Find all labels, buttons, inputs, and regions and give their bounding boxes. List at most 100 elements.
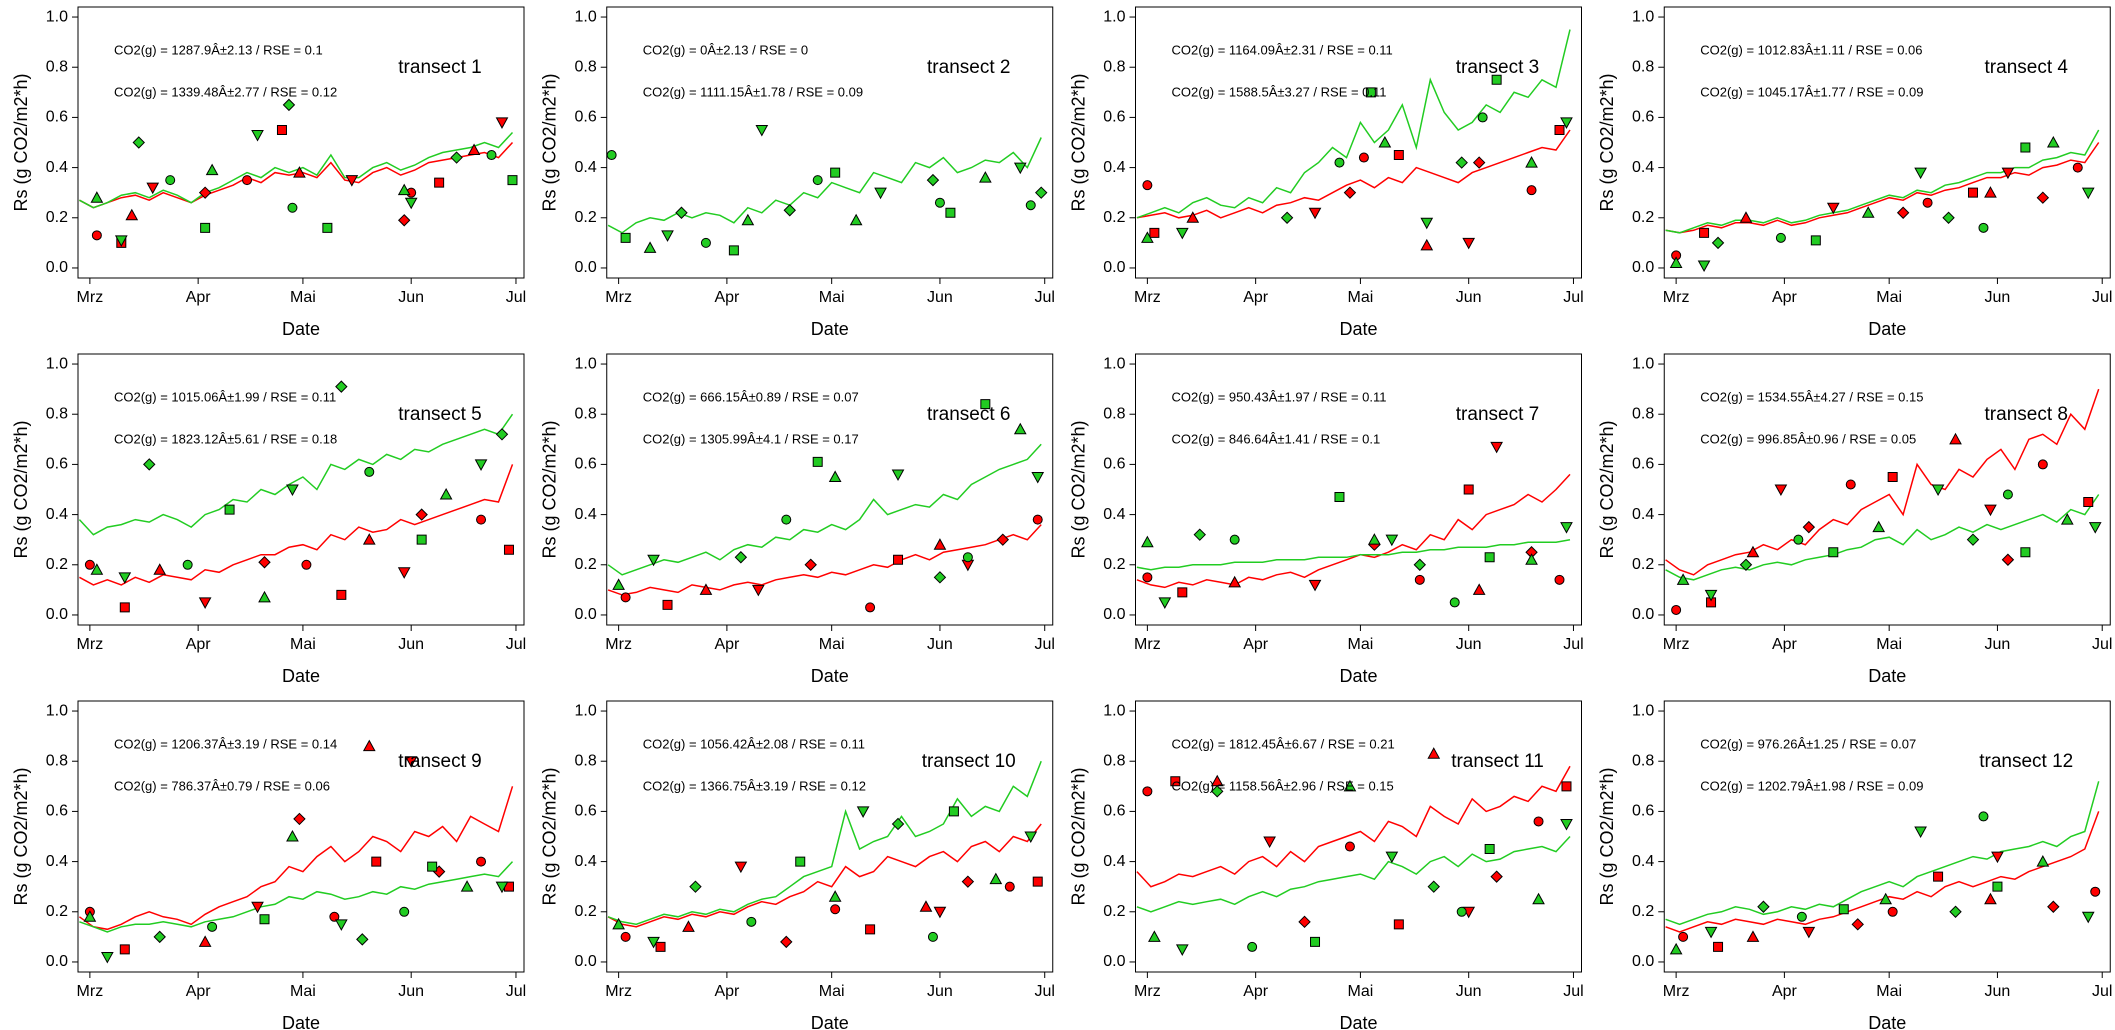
series-line: [1665, 494, 2100, 581]
point: [1704, 589, 1718, 602]
point: [434, 177, 445, 188]
y-axis-label: Rs (g CO2/m2*h): [11, 767, 31, 905]
point: [495, 117, 509, 129]
point: [1463, 484, 1474, 495]
point: [1024, 831, 1038, 844]
point: [1922, 197, 1933, 208]
point: [1525, 156, 1538, 168]
point: [286, 484, 299, 497]
point: [1669, 942, 1683, 955]
x-tick-label: Apr: [1243, 289, 1269, 306]
point: [2088, 522, 2102, 534]
point: [812, 175, 823, 186]
point: [828, 890, 842, 902]
point: [1739, 211, 1753, 223]
annotation: CO2(g) = 1823.12Â±5.61 / RSE = 0.18: [114, 431, 337, 446]
annotation: CO2(g) = 1339.48Â±2.77 / RSE = 0.12: [114, 84, 337, 99]
point: [980, 399, 991, 410]
point: [119, 944, 130, 955]
point: [1247, 941, 1258, 952]
y-tick-label: 1.0: [1632, 8, 1654, 25]
point: [1477, 112, 1488, 123]
annotation: CO2(g) = 1206.37Â±3.19 / RSE = 0.14: [114, 736, 337, 751]
point: [1697, 260, 1711, 272]
point: [1449, 597, 1460, 608]
point: [2002, 489, 2013, 500]
y-tick-label: 0.0: [46, 953, 68, 970]
x-tick-label: Mrz: [1663, 289, 1690, 306]
y-tick-label: 0.8: [46, 752, 68, 769]
panel: 0.0 0.2 0.4 0.6 0.8 1.0 Mrz Apr Mai Jun Jul Date Rs …: [1068, 6, 1584, 339]
point: [293, 812, 306, 826]
point: [1149, 227, 1160, 238]
annotation: CO2(g) = 0Â±2.13 / RSE = 0: [643, 42, 808, 57]
y-tick-label: 0.6: [575, 109, 597, 126]
point: [1942, 211, 1955, 224]
point: [1802, 926, 1816, 939]
point: [258, 556, 271, 569]
point: [336, 589, 347, 600]
point: [1671, 604, 1682, 615]
y-tick-label: 0.4: [1632, 159, 1654, 176]
point: [1031, 471, 1045, 484]
panel: 0.0 0.2 0.4 0.6 0.8 1.0 Mrz Apr Mai Jun Jul Date Rs …: [1597, 700, 2112, 1030]
y-tick-label: 0.4: [1103, 159, 1125, 176]
point: [495, 881, 509, 894]
y-tick-label: 1.0: [1632, 355, 1654, 372]
x-axis-label: Date: [1339, 1013, 1377, 1030]
point: [1365, 87, 1376, 98]
point: [1746, 545, 1760, 558]
point: [1914, 167, 1927, 180]
point: [439, 487, 453, 500]
point: [90, 191, 104, 203]
point: [865, 924, 876, 935]
y-tick-label: 0.6: [1103, 456, 1125, 473]
point: [474, 459, 488, 471]
point: [1796, 911, 1807, 922]
point: [926, 173, 940, 187]
x-tick-label: Jun: [398, 289, 424, 306]
y-tick-label: 0.8: [1103, 58, 1125, 75]
point: [153, 930, 166, 944]
x-tick-label: Apr: [714, 983, 740, 1000]
x-axis-label: Date: [1868, 319, 1906, 339]
x-tick-label: Apr: [714, 289, 740, 306]
y-tick-label: 0.8: [1632, 58, 1654, 75]
plot-frame: [77, 700, 525, 973]
x-tick-label: Mai: [1348, 289, 1374, 306]
point: [2060, 513, 2074, 525]
point: [1713, 941, 1724, 952]
point: [780, 935, 793, 949]
point: [2047, 900, 2060, 913]
point: [118, 572, 132, 584]
point: [927, 931, 938, 942]
panel: 0.0 0.2 0.4 0.6 0.8 1.0 Mrz Apr Mai Jun Jul Date Rs …: [11, 700, 526, 1030]
point: [849, 213, 863, 226]
point: [2036, 191, 2050, 204]
x-tick-label: Jun: [1985, 983, 2011, 1000]
x-tick-label: Mai: [290, 636, 316, 653]
point: [2036, 855, 2050, 867]
y-tick-label: 1.0: [575, 8, 597, 25]
series-line: [1136, 129, 1571, 219]
point: [1711, 236, 1725, 250]
point: [1669, 256, 1683, 268]
x-tick-label: Apr: [186, 289, 212, 306]
panel: 0.0 0.2 0.4 0.6 0.8 1.0 Mrz Apr Mai Jun Jul Date Rs …: [540, 700, 1055, 1030]
point: [476, 856, 487, 867]
point: [1193, 528, 1206, 541]
point: [728, 245, 739, 256]
y-tick-label: 0.8: [575, 58, 597, 75]
point: [962, 552, 973, 563]
panel-title: transect 7: [1456, 404, 1539, 425]
point: [812, 456, 823, 467]
y-axis-label: Rs (g CO2/m2*h): [1068, 420, 1088, 558]
series-line: [607, 823, 1042, 928]
y-tick-label: 0.6: [46, 109, 68, 126]
y-tick-label: 0.8: [1103, 752, 1125, 769]
annotation: CO2(g) = 1158.56Â±2.96 / RSE = 0.15: [1172, 778, 1394, 793]
point: [1774, 484, 1788, 497]
point: [276, 124, 287, 135]
y-tick-label: 0.2: [575, 209, 597, 226]
point: [91, 230, 102, 241]
